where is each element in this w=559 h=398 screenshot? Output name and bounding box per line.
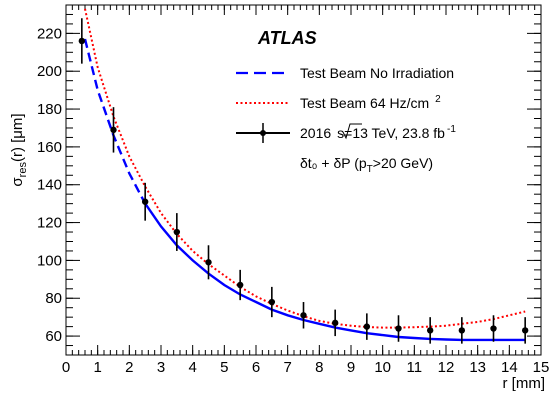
legend: Test Beam No Irradiation Test Beam 64 Hz…	[236, 65, 456, 175]
tick-labels: 0 1 2 3 4 5 6 7 8 9 10 11 12 13 14 15608010012014016018…	[37, 25, 549, 376]
plot-frame	[65, 4, 542, 356]
series-no-irradiation-dashed	[83, 38, 147, 205]
x-tick-label: 1	[93, 359, 101, 376]
axis-ticks	[65, 4, 542, 356]
y-tick-label: 80	[45, 290, 62, 307]
x-tick-label: 10	[374, 359, 391, 376]
data-point	[426, 327, 434, 334]
data-point	[236, 281, 244, 289]
data-point	[110, 126, 117, 134]
x-tick-label: 12	[438, 359, 455, 376]
y-tick-label: 180	[37, 101, 62, 118]
x-tick-label: 6	[252, 359, 260, 376]
y-tick-label: 200	[37, 63, 62, 80]
x-tick-label: 4	[188, 359, 196, 376]
y-tick-label: 140	[37, 177, 62, 194]
selection-annotation: δt₀ + δP (pT>20 GeV)	[300, 155, 433, 175]
x-tick-label: 15	[533, 359, 550, 376]
data-point	[205, 259, 212, 266]
data-point	[490, 325, 497, 332]
data-point	[78, 37, 86, 45]
data-point	[173, 228, 181, 236]
y-tick-label: 60	[45, 328, 62, 345]
data-point	[300, 312, 307, 319]
x-tick-label: 3	[157, 359, 165, 376]
x-tick-label: 8	[315, 359, 323, 376]
legend-label-64hz: Test Beam 64 Hz/cm 2	[300, 94, 441, 111]
atlas-label: ATLAS	[257, 28, 317, 48]
x-tick-label: 14	[501, 359, 518, 376]
data-point	[331, 319, 339, 327]
data-point	[141, 198, 149, 205]
legend-label-no-irradiation: Test Beam No Irradiation	[300, 65, 454, 81]
legend-label-2016: 2016 s=13 TeV, 23.8 fb -1	[300, 124, 456, 141]
x-tick-label: 5	[220, 359, 228, 376]
data-point	[395, 325, 402, 332]
series-layer	[78, 8, 529, 344]
sqrt-sign	[342, 123, 362, 140]
y-axis-title: σres(r) [μm]	[9, 113, 29, 186]
legend-swatch-2016-marker	[260, 130, 266, 136]
x-tick-label: 7	[283, 359, 291, 376]
x-tick-label: 2	[125, 359, 133, 376]
y-tick-label: 100	[37, 252, 62, 269]
x-tick-label: 11	[407, 359, 423, 376]
data-point	[268, 298, 276, 306]
y-tick-label: 220	[37, 25, 62, 42]
data-point	[363, 323, 371, 330]
x-axis-title: r [mm]	[503, 375, 546, 392]
x-tick-label: 13	[469, 359, 486, 376]
x-tick-label: 0	[62, 359, 70, 376]
data-point	[521, 327, 529, 334]
x-tick-label: 9	[347, 359, 355, 376]
data-point	[458, 327, 466, 334]
y-tick-label: 160	[37, 139, 62, 156]
y-tick-label: 120	[37, 215, 62, 232]
